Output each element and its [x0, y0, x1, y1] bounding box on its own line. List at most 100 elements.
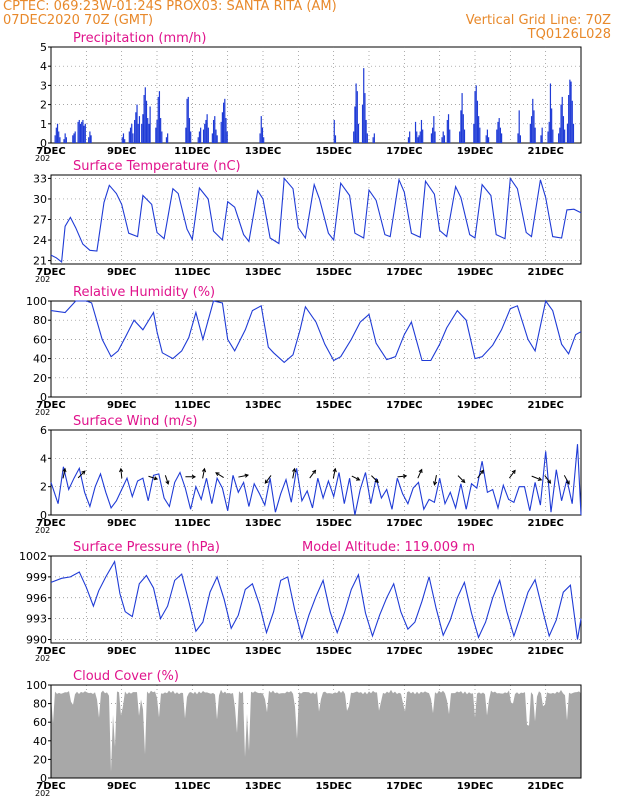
precip-bar [569, 79, 571, 143]
precip-bar [161, 131, 163, 143]
temp-x-tick-label: 7DEC [36, 267, 65, 278]
precip-bar [333, 119, 335, 143]
wind-direction-arrow [397, 475, 407, 478]
rh-y-tick-label: 60 [33, 333, 47, 346]
wind-direction-arrow [417, 469, 423, 479]
precip-bar [496, 129, 498, 143]
precip-bar [432, 127, 434, 143]
rh-x-tick-label: 21DEC [527, 400, 563, 411]
precip-bar [353, 131, 355, 143]
precip-bar [165, 137, 168, 143]
cloud-y-tick-label: 100 [26, 679, 47, 692]
precip-bar [142, 114, 144, 143]
precip-bar [572, 123, 575, 143]
wind-arrow-head [537, 476, 543, 481]
precip-bar [446, 119, 448, 143]
precip-bar [186, 98, 188, 143]
wind-arrow-head [433, 481, 438, 486]
precip-bar [156, 119, 158, 143]
precip-bar [65, 137, 67, 143]
cloud-x-tick-label: 17DEC [386, 781, 422, 792]
wind-arrow-head [165, 480, 170, 485]
precip-bar [72, 135, 74, 143]
precip-bar [486, 129, 488, 143]
precip-bar [157, 96, 159, 143]
precip-x-tick-label: 19DEC [457, 146, 493, 157]
rh-x-tick-label: 7DEC [36, 400, 65, 411]
precip-bar [136, 104, 138, 143]
wind-arrow-head [461, 478, 466, 484]
wind-direction-arrow [477, 470, 484, 479]
precip-bar [549, 83, 552, 143]
precip-bar [214, 116, 216, 143]
wind-arrow-head [153, 476, 159, 481]
precip-bar [497, 121, 499, 143]
wind-x-tick-label: 15DEC [315, 518, 351, 529]
precip-y-tick-label: 0 [40, 137, 47, 150]
precip-bar [82, 119, 84, 143]
precip-bar [141, 123, 143, 143]
rh-y-tick-label: 80 [33, 314, 47, 327]
wind-arrow-head [547, 479, 552, 484]
wind-y-tick-label: 4 [40, 452, 47, 465]
precip-bar [134, 119, 136, 143]
precip-bar [430, 133, 433, 143]
precip-bar [205, 119, 207, 143]
precip-bar [433, 116, 435, 143]
precip-bar [441, 137, 443, 143]
wind-direction-arrow [371, 475, 379, 483]
wind-arrow-head [292, 467, 297, 473]
wind-direction-arrow [351, 475, 360, 481]
precip-bar [334, 135, 337, 143]
precip-bar [552, 129, 554, 143]
precip-bar [216, 135, 218, 143]
precip-bar [188, 118, 191, 143]
wind-direction-arrow [531, 475, 542, 481]
precip-bar [259, 133, 261, 143]
precip-bar [122, 133, 125, 143]
pres-y-tick-label: 999 [26, 571, 47, 584]
cloud-y-tick-label: 80 [33, 698, 47, 711]
precip-bar [551, 108, 553, 143]
rh-x-tick-label: 19DEC [457, 400, 493, 411]
rh-y-tick-label: 20 [33, 372, 47, 385]
wind-arrow-head [264, 479, 269, 484]
wind-arrow-head [332, 467, 337, 473]
pres-x-tick-label: 11DEC [174, 646, 210, 657]
wind-arrow-head [215, 472, 220, 477]
precip-bar [534, 127, 536, 143]
rh-series-line [50, 299, 582, 364]
precip-bar [541, 127, 543, 143]
precip-bar [488, 137, 490, 143]
precip-bar [529, 123, 531, 143]
wind-arrow-head [244, 473, 250, 478]
precip-bar [459, 131, 461, 143]
wind-arrow-head [81, 470, 86, 475]
wind-direction-arrow [332, 468, 336, 479]
precip-bar [564, 129, 566, 143]
wind-arrow-head [402, 474, 408, 479]
rh-y-tick-label: 40 [33, 353, 47, 366]
precip-bar [568, 95, 570, 143]
pres-y-tick-label: 996 [26, 592, 47, 605]
pres-panel-title: Surface Pressure (hPa) [73, 540, 220, 555]
rh-x-tick-label: 13DEC [245, 400, 281, 411]
precip-bar [131, 123, 133, 143]
precip-bar [447, 114, 450, 143]
precip-y-tick-label: 4 [40, 60, 47, 73]
precip-bar [206, 114, 208, 143]
precip-bar [363, 68, 365, 143]
wind-direction-arrow [508, 470, 516, 479]
precip-year-fragment: 202 [35, 154, 50, 163]
temp-x-tick-label: 15DEC [315, 267, 351, 278]
temp-y-tick-label: 30 [33, 193, 47, 206]
rh-y-tick-label: 100 [26, 295, 47, 308]
precip-bar [533, 110, 535, 143]
precip-bar [561, 96, 563, 143]
precip-bar [373, 133, 375, 143]
precip-bar [519, 135, 521, 143]
precip-bar [418, 135, 420, 143]
precip-bar [77, 121, 79, 143]
precip-bar [479, 127, 481, 143]
